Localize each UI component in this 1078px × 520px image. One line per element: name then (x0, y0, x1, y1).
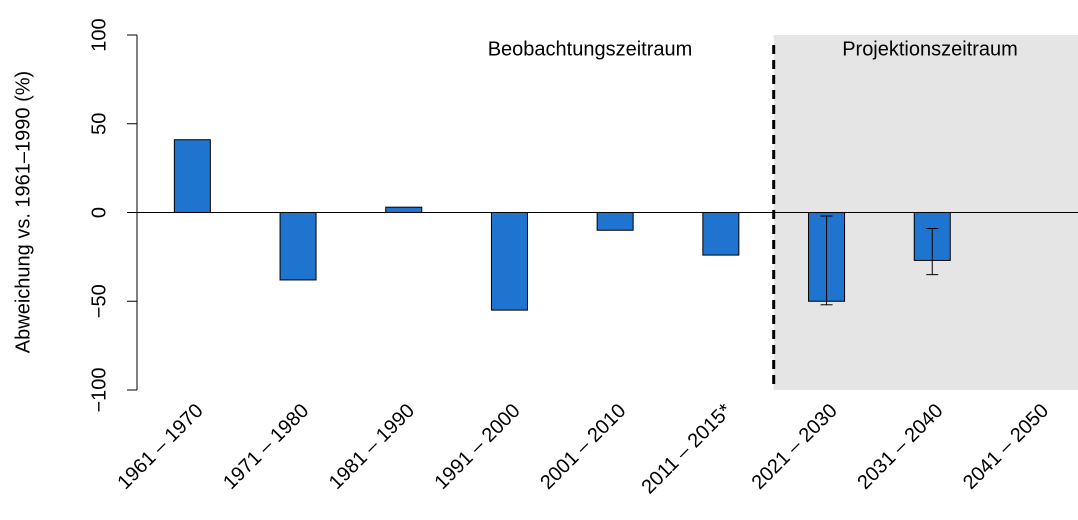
y-tick-label: 50 (88, 113, 110, 135)
y-tick-label: −50 (88, 284, 110, 318)
bar (173, 139, 211, 214)
bar (385, 206, 423, 214)
x-tick-label: 1961 – 1970 (113, 400, 207, 494)
x-tick-label: 2041 – 2050 (959, 400, 1053, 494)
x-tick-label: 2001 – 2010 (536, 400, 630, 494)
bar (596, 212, 634, 231)
x-tick-label: 2011 – 2015* (637, 400, 736, 499)
bar (702, 212, 740, 256)
x-tick-label: 1991 – 2000 (431, 400, 525, 494)
annotation: Beobachtungszeitraum (488, 38, 693, 60)
y-tick-label: −100 (88, 367, 110, 412)
bar (490, 212, 528, 311)
y-tick-label: 100 (88, 18, 110, 51)
y-axis-label: Abweichung vs. 1961–1990 (%) (12, 71, 34, 353)
annotation: Projektionszeitraum (842, 38, 1018, 60)
bar (279, 212, 317, 281)
x-tick-label: 2031 – 2040 (853, 400, 947, 494)
y-tick-label: 0 (88, 207, 110, 218)
x-tick-label: 1981 – 1990 (325, 400, 419, 494)
x-tick-label: 2021 – 2030 (748, 400, 842, 494)
x-tick-label: 1971 – 1980 (219, 400, 313, 494)
